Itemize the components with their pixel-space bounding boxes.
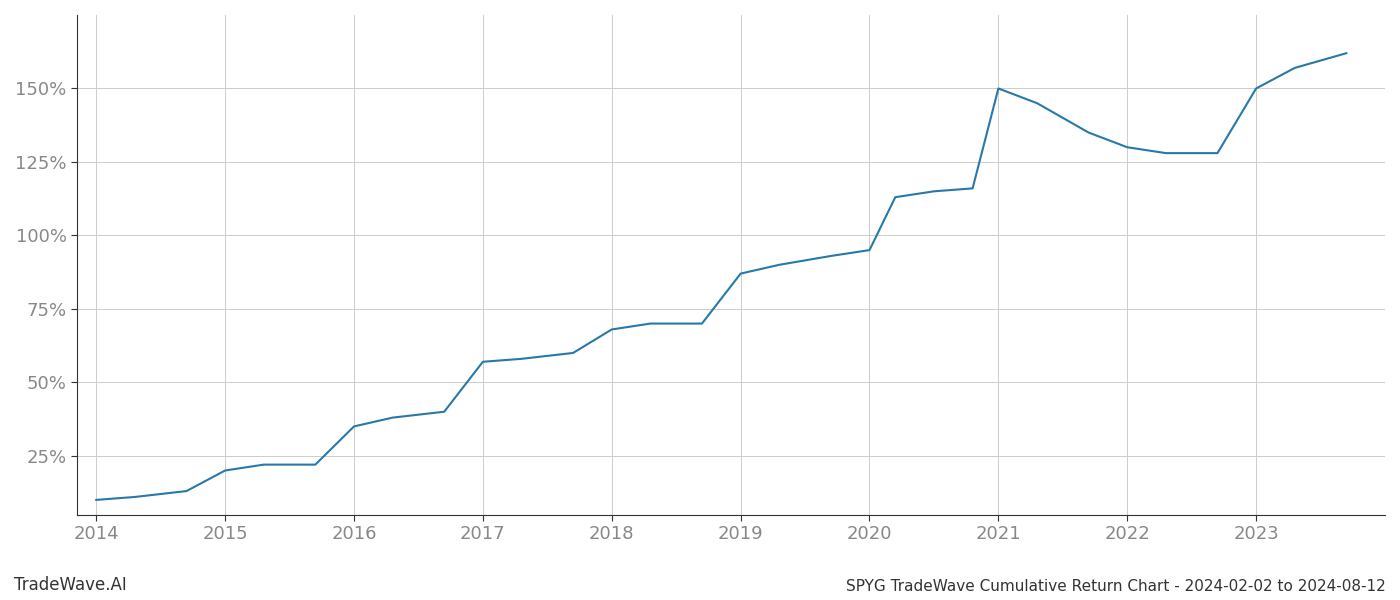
Text: SPYG TradeWave Cumulative Return Chart - 2024-02-02 to 2024-08-12: SPYG TradeWave Cumulative Return Chart -…: [846, 579, 1386, 594]
Text: TradeWave.AI: TradeWave.AI: [14, 576, 127, 594]
